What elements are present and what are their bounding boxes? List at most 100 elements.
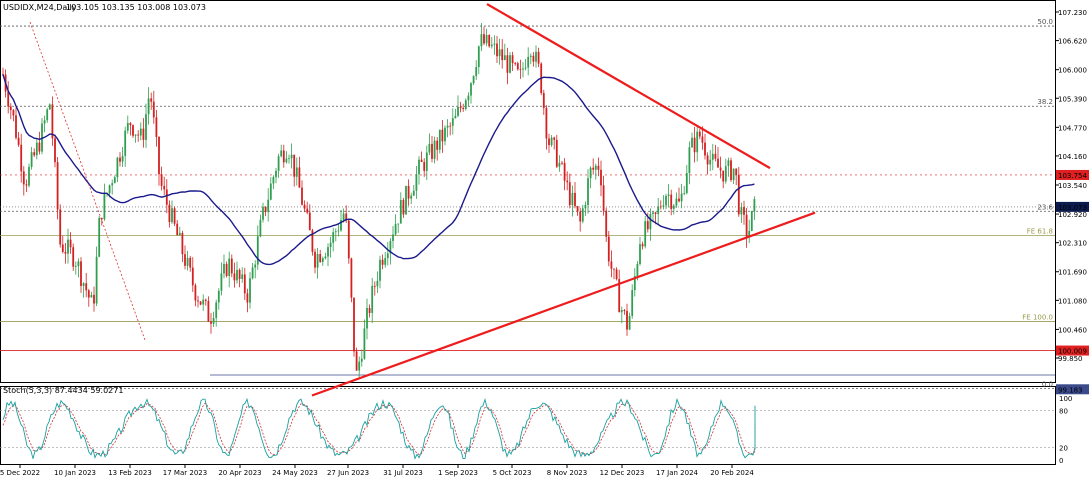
candle-body [571,192,574,206]
candle-body [701,136,704,143]
candle-body [709,159,712,165]
stochastic-level-label: 100 [1059,395,1072,403]
candle-body [51,104,54,139]
y-tick-label: 101.080 [1058,297,1087,305]
candle-body [228,258,231,276]
candle-body [376,280,379,287]
candle-body [620,310,623,313]
candle-body [750,211,753,231]
candle-body [54,138,56,163]
candle-body [345,213,348,221]
candle-body [568,182,571,206]
axis-layer: 107.230 106.620 106.000 105.390 104.770 104.1… [0,9,1087,477]
candle-body [662,205,665,207]
candle-body [405,185,407,215]
candle-body [59,209,62,245]
candle-body [132,125,134,136]
candle-body [441,129,444,142]
candle-body [657,206,660,214]
candle-body [483,34,485,44]
fibonacci-level-label: 23.6 [1037,203,1053,211]
candle-body [407,185,410,199]
candle-body [9,106,12,110]
candle-body [254,264,257,268]
candle-body [366,308,368,329]
candle-body [691,137,693,148]
y-tick-label: 100.460 [1058,326,1087,334]
candle-body [212,317,215,324]
candle-body [444,127,446,142]
candle-body [675,198,678,206]
candle-body [433,140,436,159]
candle-body [85,283,88,291]
stochastic-title: Stoch(5,3,3) 87.4434 59.0271 [3,386,123,395]
candle-body [514,63,517,64]
candle-body [381,259,384,265]
candle-body [90,294,93,298]
price-tag-box [1056,345,1089,356]
stochastic-level-label: 80 [1059,407,1068,415]
candle-body [277,156,280,171]
candle-body [358,361,361,371]
fibonacci-level-label: 0.0 [1042,380,1053,388]
candle-body [431,143,433,159]
candle-body [498,49,501,57]
candle-body [644,221,647,247]
candle-body [477,46,480,68]
candle-body [711,153,714,160]
candle-body [706,155,709,165]
candle-body [420,159,423,162]
candle-body [553,137,556,140]
candle-body [319,254,322,262]
candle-body [597,165,600,170]
candle-body [67,239,69,254]
y-tick-label: 106.620 [1058,38,1087,46]
y-tick-label: 102.920 [1058,211,1087,219]
candle-body [496,43,498,57]
candle-body [290,154,293,159]
candle-body [103,193,106,220]
candle-body [111,183,114,186]
price-tag-label: 99.183 [1058,386,1083,394]
y-tick-label: 104.770 [1058,124,1087,132]
candle-body [288,158,290,160]
candle-body [459,107,462,108]
candle-body [217,290,220,303]
candle-body [176,223,179,236]
candle-body [587,178,589,205]
candle-body [529,55,532,57]
y-tick-label: 106.000 [1058,67,1087,75]
candle-body [308,212,311,231]
candle-body [251,267,254,279]
candle-body [303,204,306,209]
candle-body [389,240,392,254]
candle-body [168,204,171,223]
candle-body [371,285,374,313]
moving-average-line [2,74,755,266]
candle-body [223,263,225,274]
candle-body [631,290,634,316]
candle-body [285,158,288,163]
candle-body [249,278,251,303]
candle-body [150,98,153,102]
candle-body [280,150,283,157]
y-tick-label: 102.310 [1058,240,1087,248]
candle-body [306,208,309,213]
candle-body [485,35,488,44]
y-tick-label: 105.390 [1058,95,1087,103]
candle-body [72,247,75,267]
candle-body [397,223,400,225]
candle-body [269,183,272,200]
candle-body [82,283,85,286]
y-tick-label: 101.690 [1058,269,1087,277]
candle-body [451,118,454,126]
candle-body [670,194,673,209]
candle-body [748,230,751,237]
candle-body [191,267,194,286]
candle-body [719,167,722,171]
candle-body [667,194,670,197]
candle-body [454,115,457,119]
ohlc-readout: 103.105 103.135 103.008 103.073 [66,3,206,12]
candle-body [641,244,644,247]
candle-body [659,206,662,208]
